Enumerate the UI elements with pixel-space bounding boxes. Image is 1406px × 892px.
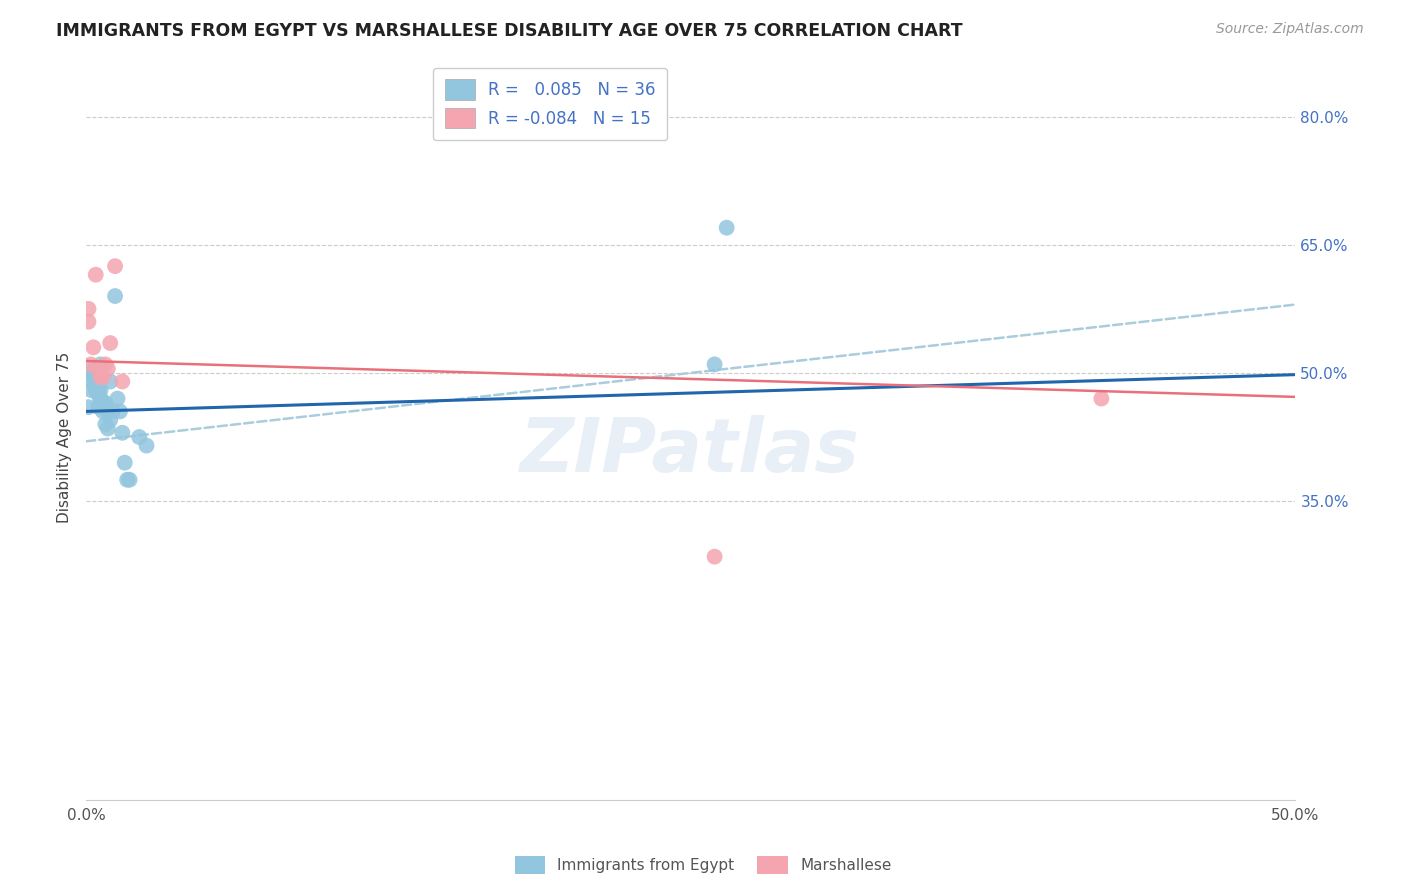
Point bbox=[84, 268, 107, 282]
Point bbox=[98, 375, 121, 389]
Point bbox=[77, 301, 100, 316]
Point bbox=[94, 358, 117, 372]
Legend: Immigrants from Egypt, Marshallese: Immigrants from Egypt, Marshallese bbox=[509, 850, 897, 880]
Point bbox=[84, 378, 107, 392]
Point bbox=[84, 383, 107, 397]
Point bbox=[91, 370, 114, 384]
Point bbox=[82, 361, 104, 376]
Text: IMMIGRANTS FROM EGYPT VS MARSHALLESE DISABILITY AGE OVER 75 CORRELATION CHART: IMMIGRANTS FROM EGYPT VS MARSHALLESE DIS… bbox=[56, 22, 963, 40]
Point bbox=[80, 375, 103, 389]
Point bbox=[98, 413, 121, 427]
Point bbox=[87, 387, 110, 401]
Point bbox=[82, 366, 104, 380]
Point bbox=[104, 289, 127, 303]
Y-axis label: Disability Age Over 75: Disability Age Over 75 bbox=[58, 351, 72, 523]
Point bbox=[90, 370, 112, 384]
Point bbox=[77, 400, 100, 414]
Point bbox=[118, 473, 141, 487]
Point bbox=[111, 375, 134, 389]
Point bbox=[77, 315, 100, 329]
Legend: R =   0.085   N = 36, R = -0.084   N = 15: R = 0.085 N = 36, R = -0.084 N = 15 bbox=[433, 68, 666, 140]
Point bbox=[107, 392, 129, 406]
Point bbox=[108, 404, 131, 418]
Text: Source: ZipAtlas.com: Source: ZipAtlas.com bbox=[1216, 22, 1364, 37]
Point bbox=[87, 400, 110, 414]
Point bbox=[91, 396, 114, 410]
Point bbox=[90, 358, 112, 372]
Point bbox=[114, 456, 136, 470]
Point bbox=[87, 383, 110, 397]
Point bbox=[111, 425, 134, 440]
Text: ZIPatlas: ZIPatlas bbox=[520, 415, 860, 488]
Point bbox=[703, 358, 725, 372]
Point bbox=[91, 404, 114, 418]
Point bbox=[97, 361, 120, 376]
Point bbox=[104, 259, 127, 273]
Point bbox=[87, 361, 110, 376]
Point bbox=[97, 421, 120, 435]
Point bbox=[135, 439, 157, 453]
Point bbox=[703, 549, 725, 564]
Point bbox=[94, 396, 117, 410]
Point bbox=[84, 370, 107, 384]
Point bbox=[82, 340, 104, 354]
Point bbox=[90, 392, 112, 406]
Point bbox=[87, 366, 110, 380]
Point bbox=[98, 336, 121, 351]
Point bbox=[1090, 392, 1112, 406]
Point bbox=[716, 220, 738, 235]
Point bbox=[90, 383, 112, 397]
Point bbox=[80, 358, 103, 372]
Point bbox=[82, 370, 104, 384]
Point bbox=[94, 417, 117, 432]
Point bbox=[115, 473, 138, 487]
Point bbox=[97, 404, 120, 418]
Point bbox=[80, 383, 103, 397]
Point bbox=[128, 430, 150, 444]
Point bbox=[101, 404, 124, 418]
